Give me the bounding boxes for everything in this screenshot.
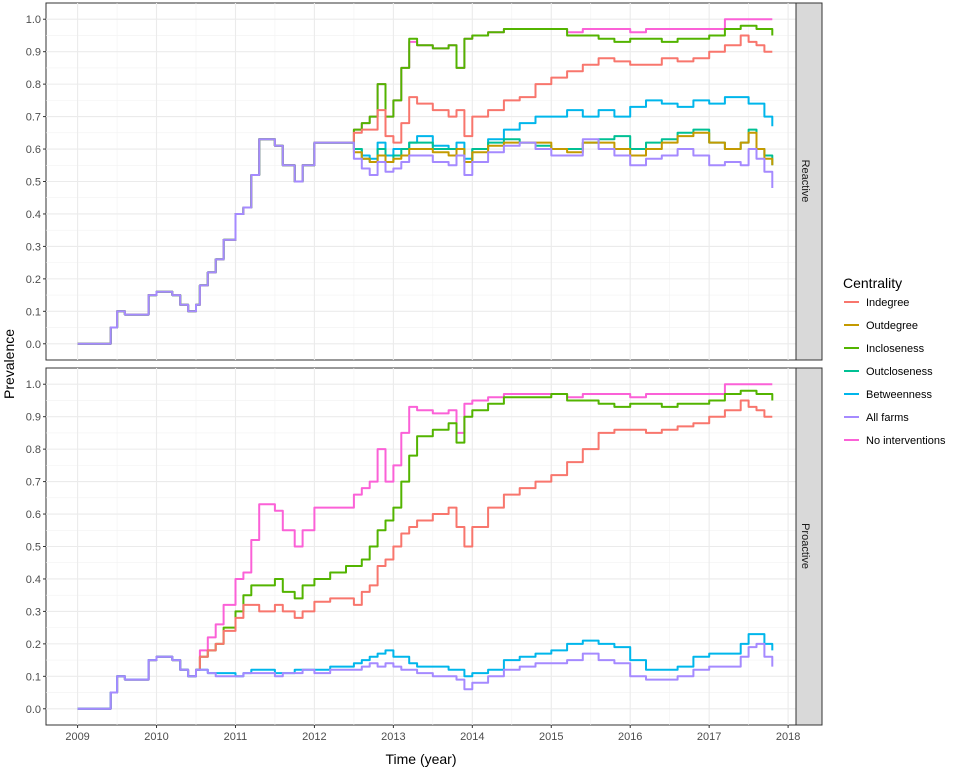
x-tick-label: 2016 [618,731,642,743]
proactive-y-tick-label: 0.7 [26,477,41,489]
legend-label: Outcloseness [866,366,933,378]
legend-item-indegree: Indegree [843,293,909,310]
reactive-y-tick-label: 0.5 [26,177,41,189]
reactive-y-tick-label: 0.7 [26,112,41,124]
proactive-y-tick-label: 0.2 [26,639,41,651]
x-axis-ticks: 2009 2010 2011 2012 2013 2014 2015 2016 2017 2018 [65,725,800,743]
x-tick-label: 2013 [381,731,405,743]
proactive-y-tick-label: 0.4 [26,574,41,586]
reactive-strip [795,2,823,361]
reactive-y-tick-label: 0.9 [26,47,41,59]
proactive-series-lines [77,383,774,710]
legend-label: Indegree [866,297,909,309]
reactive-y-tick-label: 0.8 [26,79,41,91]
x-tick-label: 2012 [302,731,326,743]
reactive-y-tick-label: 0.1 [26,306,41,318]
reactive-panel: 0.0 0.1 0.2 0.3 0.4 0.5 0.6 0.7 0.8 0.9 1.0 Reacti… [26,2,823,361]
proactive-y-tick-label: 0.3 [26,606,41,618]
legend-item-outdegree: Outdegree [843,316,918,333]
proactive-series-all-farms [77,642,774,710]
legend-item-betweenness: Betweenness [843,385,933,402]
proactive-y-tick-label: 0.8 [26,444,41,456]
legend-label: No interventions [866,435,946,447]
legend-item-incloseness: Incloseness [843,339,925,356]
y-axis-title: Prevalence [1,329,17,399]
reactive-y-ticks: 0.0 0.1 0.2 0.3 0.4 0.5 0.6 0.7 0.8 0.9 1.0 [26,14,46,351]
legend-item-all-farms: All farms [843,408,909,425]
proactive-strip [795,367,823,726]
proactive-y-ticks: 0.0 0.1 0.2 0.3 0.4 0.5 0.6 0.7 0.8 0.9 1.0 [26,379,46,716]
proactive-y-tick-label: 0.5 [26,542,41,554]
proactive-y-tick-label: 0.0 [26,704,41,716]
x-tick-label: 2010 [144,731,168,743]
legend-label: All farms [866,412,909,424]
x-tick-label: 2018 [776,731,800,743]
x-tick-label: 2017 [697,731,721,743]
reactive-y-tick-label: 0.2 [26,274,41,286]
x-tick-label: 2015 [539,731,563,743]
proactive-y-tick-label: 0.9 [26,412,41,424]
x-tick-label: 2009 [65,731,89,743]
reactive-series-lines [77,18,774,345]
legend-item-outcloseness: Outcloseness [843,362,933,379]
legend-label: Incloseness [866,343,925,355]
reactive-gridlines [46,3,796,360]
reactive-y-tick-label: 0.4 [26,209,41,221]
x-axis-title: Time (year) [385,751,456,767]
reactive-y-tick-label: 0.6 [26,144,41,156]
reactive-series-all-farms [77,138,774,345]
proactive-y-tick-label: 0.1 [26,671,41,683]
legend-title: Centrality [843,275,902,291]
reactive-y-tick-label: 0.0 [26,339,41,351]
legend-label: Outdegree [866,320,918,332]
reactive-y-tick-label: 0.3 [26,241,41,253]
legend-item-no-interventions: No interventions [843,431,946,448]
reactive-strip-label: Reactive [799,160,811,203]
legend: Centrality Indegree Outdegree Incloseness O… [843,275,946,448]
x-tick-label: 2014 [460,731,484,743]
x-tick-label: 2011 [224,731,248,743]
reactive-y-tick-label: 1.0 [26,14,41,26]
proactive-y-tick-label: 0.6 [26,509,41,521]
proactive-strip-label: Proactive [799,523,811,569]
legend-label: Betweenness [866,389,933,401]
proactive-panel: 0.0 0.1 0.2 0.3 0.4 0.5 0.6 0.7 0.8 0.9 1.0 Proact… [26,367,823,726]
proactive-y-tick-label: 1.0 [26,379,41,391]
